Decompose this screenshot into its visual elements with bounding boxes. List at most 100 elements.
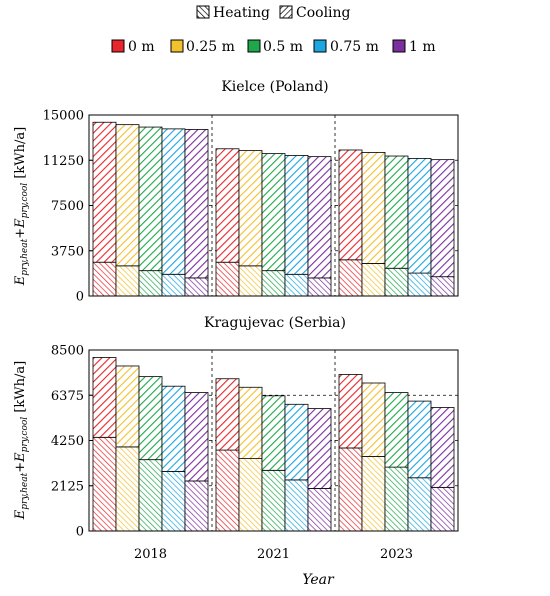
bar-cooling (338, 447, 363, 532)
bar-heating (238, 150, 263, 267)
bar-heating (407, 400, 432, 479)
bar-cooling (138, 459, 163, 532)
y-tick-label: 6375 (51, 389, 84, 404)
legend-swatch-0m (111, 39, 125, 53)
y-tick-label: 3750 (51, 244, 84, 259)
bar-cooling (338, 259, 363, 297)
bar-heating (184, 129, 209, 279)
legend-swatch-075m (313, 39, 327, 53)
legend-cooling-label: Cooling (296, 5, 351, 21)
x-tick-label: 2023 (380, 547, 413, 562)
panel-title-kielce: Kielce (Poland) (221, 79, 328, 95)
bar-heating (92, 357, 117, 438)
bar-heating (407, 158, 432, 274)
legend-type: Heating Cooling (196, 5, 351, 21)
bar-cooling (407, 477, 432, 532)
bar-cooling (215, 261, 240, 297)
legend-depth: 0 m 0.25 m 0.5 m 0.75 m 1 m (111, 39, 436, 55)
y-tick-label: 0 (76, 525, 84, 540)
bar-cooling (307, 277, 332, 297)
panel-title-kragujevac: Kragujevac (Serbia) (204, 315, 346, 331)
plot-kielce: 0 3750 7500 11250 15000 (43, 109, 459, 305)
bar-heating (161, 128, 186, 275)
bar-heating (307, 156, 332, 279)
bar-heating (384, 392, 409, 468)
y-axis-label-bottom: Epry,heat+Epry,cool [kWh/a] (13, 361, 30, 520)
bar-cooling (238, 265, 263, 297)
x-tick-labels: 2018 2021 2023 (134, 547, 413, 562)
y-tick-label: 2125 (51, 479, 84, 494)
bar-heating (161, 385, 186, 472)
bar-cooling (430, 276, 455, 297)
bar-heating (338, 374, 363, 449)
plot-kragujevac: 0 2125 4250 6375 8500 (51, 344, 459, 540)
bar-cooling (238, 458, 263, 532)
y-tick-label: 0 (76, 290, 84, 305)
bar-cooling (115, 446, 140, 532)
bar-heating (215, 148, 240, 263)
bar-cooling (161, 470, 186, 532)
bar-heating (361, 382, 386, 457)
bar-cooling (92, 436, 117, 532)
bar-cooling (261, 469, 286, 532)
bar-heating (115, 124, 140, 267)
bar-heating (92, 121, 117, 263)
y-axis-label-top: Epry,heat+Epry,cool [kWh/a] (13, 127, 30, 286)
bar-heating (338, 149, 363, 261)
legend-heating-label: Heating (213, 5, 270, 21)
plot-frame (88, 114, 459, 297)
legend-label-075m: 0.75 m (330, 39, 379, 55)
bar-heating (215, 378, 240, 451)
bar-heating (138, 376, 163, 461)
bar-heating (430, 159, 455, 278)
legend-swatch-05m (247, 39, 261, 53)
bar-heating (284, 155, 309, 275)
legend-label-0m: 0 m (128, 39, 155, 55)
bar-cooling (307, 488, 332, 532)
bar-cooling (361, 456, 386, 532)
bar-cooling (138, 270, 163, 297)
bar-cooling (161, 273, 186, 297)
bar-heating (384, 155, 409, 269)
y-tick-label: 4250 (51, 434, 84, 449)
bar-heating (184, 392, 209, 482)
bar-heating (430, 407, 455, 488)
legend-cooling-swatch (279, 5, 293, 19)
bar-cooling (184, 480, 209, 532)
bar-cooling (261, 270, 286, 297)
legend-label-025m: 0.25 m (186, 39, 235, 55)
plot-frame (88, 349, 459, 532)
bar-cooling (215, 449, 240, 532)
legend-swatch-025m (170, 39, 184, 53)
y-tick-label: 15000 (43, 109, 84, 124)
bar-heating (115, 365, 140, 448)
bar-cooling (184, 277, 209, 297)
x-tick-label: 2018 (134, 547, 167, 562)
bar-cooling (284, 479, 309, 532)
bar-heating (361, 152, 386, 264)
y-tick-label: 7500 (51, 199, 84, 214)
bar-cooling (284, 273, 309, 297)
bar-heating (261, 395, 286, 471)
bar-cooling (384, 267, 409, 297)
bar-heating (307, 408, 332, 489)
legend-label-1m: 1 m (409, 39, 436, 55)
legend-label-05m: 0.5 m (263, 39, 303, 55)
bar-heating (284, 403, 309, 481)
bar-cooling (407, 272, 432, 297)
x-tick-label: 2021 (257, 547, 290, 562)
bar-cooling (361, 263, 386, 297)
bar-cooling (384, 466, 409, 532)
bar-heating (261, 153, 286, 272)
y-tick-label: 11250 (43, 154, 84, 169)
legend-heating-swatch (196, 5, 210, 19)
x-axis-title: Year (302, 572, 335, 588)
bar-cooling (115, 265, 140, 297)
bar-cooling (92, 261, 117, 297)
y-tick-label: 8500 (51, 344, 84, 359)
bar-heating (238, 386, 263, 460)
legend-swatch-1m (392, 39, 406, 53)
bar-cooling (430, 486, 455, 532)
bar-heating (138, 126, 163, 272)
